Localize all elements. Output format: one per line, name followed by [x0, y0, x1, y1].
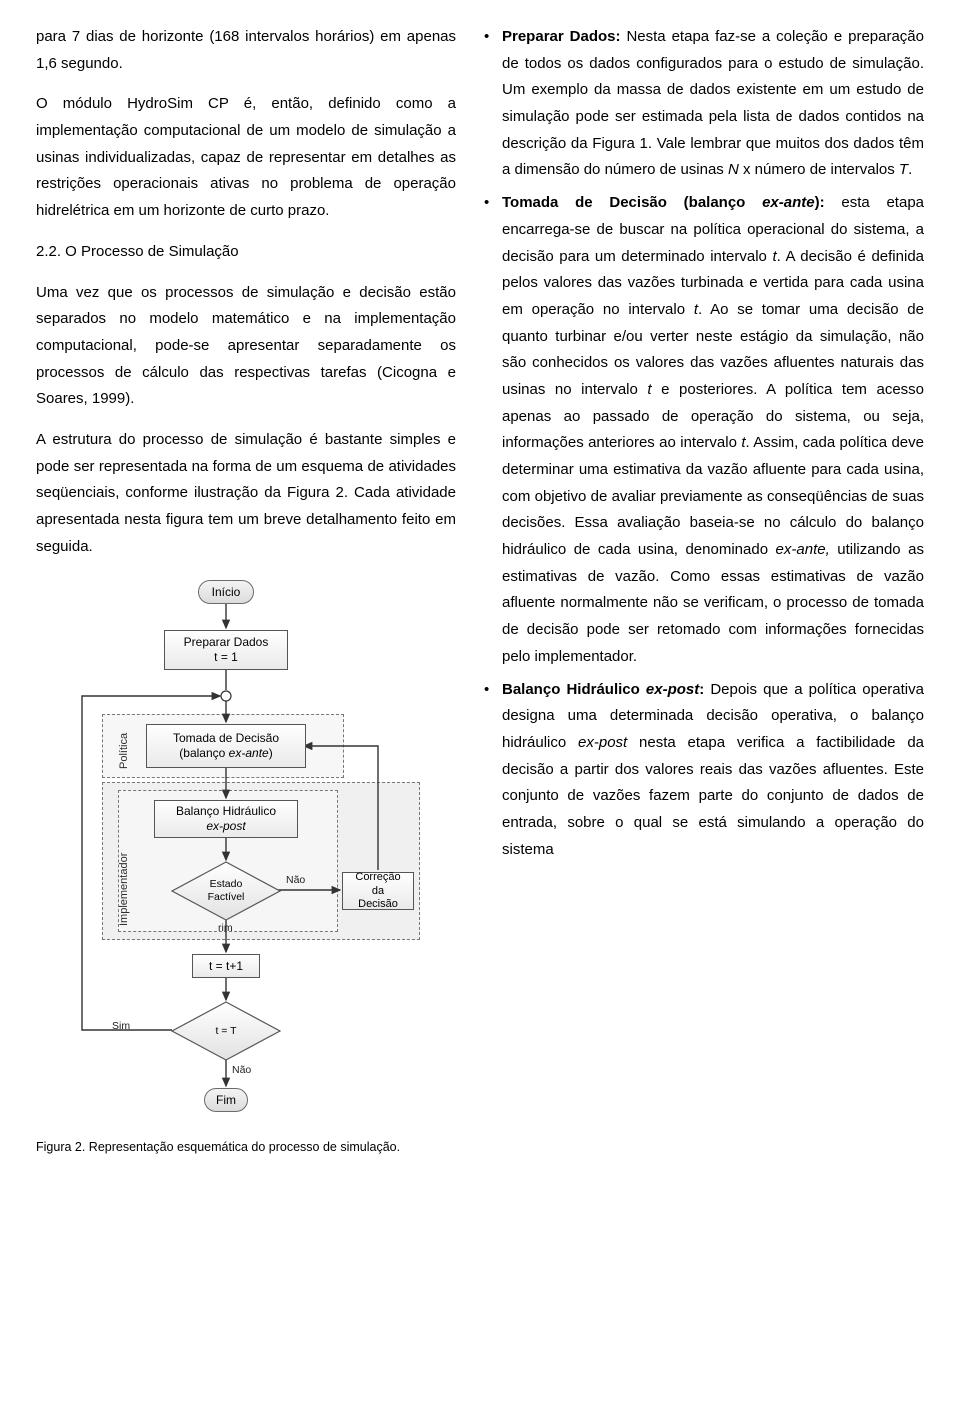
- edge-sim: Sim: [112, 1020, 130, 1032]
- node-preparar: Preparar Dados t = 1: [164, 630, 288, 670]
- node-end: Fim: [204, 1088, 248, 1112]
- node-correcao: Correção da Decisão: [342, 872, 414, 910]
- edge-rim: rim: [218, 922, 233, 934]
- node-start: Início: [198, 580, 254, 604]
- flowchart: Política Implementador: [46, 574, 426, 1134]
- bullet-dot-icon: •: [484, 190, 502, 670]
- node-tomada-text: Tomada de Decisão (balanço ex-ante): [173, 731, 279, 761]
- bullet-dot-icon: •: [484, 677, 502, 864]
- bullet-dot-icon: •: [484, 24, 502, 184]
- para-4: A estrutura do processo de simulação é b…: [36, 427, 456, 560]
- node-tinc: t = t+1: [192, 954, 260, 978]
- bullet-preparar: • Preparar Dados: Nesta etapa faz-se a c…: [484, 24, 924, 184]
- node-balanco: Balanço Hidráulico ex-post: [154, 800, 298, 838]
- heading-22: 2.2. O Processo de Simulação: [36, 239, 456, 266]
- node-balanco-text: Balanço Hidráulico ex-post: [176, 804, 276, 834]
- edge-nao-1: Não: [286, 874, 305, 886]
- para-3: Uma vez que os processos de simulação e …: [36, 280, 456, 413]
- bullet-tomada: • Tomada de Decisão (balanço ex-ante): e…: [484, 190, 924, 670]
- para-1: para 7 dias de horizonte (168 intervalos…: [36, 24, 456, 77]
- bullet-balanco: • Balanço Hidráulico ex-post: Depois que…: [484, 677, 924, 864]
- figure-caption: Figura 2. Representação esquemática do p…: [36, 1140, 456, 1154]
- node-estado: Estado Factível: [170, 860, 282, 922]
- para-2: O módulo HydroSim CP é, então, definido …: [36, 91, 456, 224]
- node-teq: t = T: [170, 1000, 282, 1062]
- edge-nao-2: Não: [232, 1064, 251, 1076]
- node-tomada: Tomada de Decisão (balanço ex-ante): [146, 724, 306, 768]
